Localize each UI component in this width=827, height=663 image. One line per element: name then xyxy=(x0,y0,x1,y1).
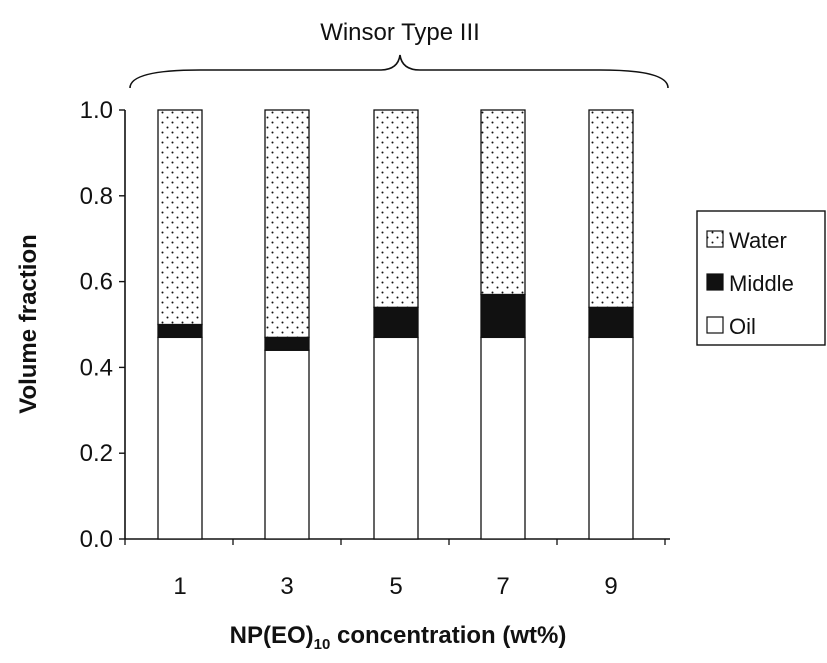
bar-middle-9 xyxy=(588,306,634,339)
legend-swatch-middle xyxy=(706,273,724,291)
x-tick-label: 3 xyxy=(280,573,293,600)
y-axis-label: Volume fraction xyxy=(15,234,42,414)
bar-oil-7 xyxy=(480,336,526,540)
legend-label-middle: Middle xyxy=(729,271,794,296)
y-tick-label: 0.8 xyxy=(80,183,113,210)
x-axis-label-suffix: concentration (wt%) xyxy=(330,622,566,649)
bar-oil-1 xyxy=(157,336,203,540)
bar-water-9 xyxy=(588,109,634,308)
x-axis-label: NP(EO)10 concentration (wt%) xyxy=(230,622,567,653)
legend-swatch-water xyxy=(706,230,724,248)
x-axis-label-subscript: 10 xyxy=(314,636,331,653)
bracket-label: Winsor Type III xyxy=(320,19,480,46)
x-tick-label: 1 xyxy=(173,573,186,600)
y-tick-label: 0.6 xyxy=(80,269,113,296)
bar-middle-5 xyxy=(373,306,419,339)
bar-middle-1 xyxy=(157,323,203,339)
bar-water-5 xyxy=(373,109,419,308)
bar-middle-7 xyxy=(480,293,526,339)
x-tick-label: 7 xyxy=(496,573,509,600)
legend: Water Middle Oil xyxy=(696,210,826,346)
legend-swatch-oil xyxy=(706,316,724,334)
bar-oil-9 xyxy=(588,336,634,540)
x-tick-label: 9 xyxy=(604,573,617,600)
y-tick-label: 1.0 xyxy=(80,97,113,124)
x-axis-label-prefix: NP(EO) xyxy=(230,622,314,649)
x-tick-label: 5 xyxy=(389,573,402,600)
y-tick-label: 0.2 xyxy=(80,440,113,467)
bar-water-3 xyxy=(264,109,310,339)
y-tick-label: 0.4 xyxy=(80,354,113,381)
bar-water-1 xyxy=(157,109,203,326)
bar-water-7 xyxy=(480,109,526,296)
bar-middle-3 xyxy=(264,336,310,351)
bar-oil-3 xyxy=(264,349,310,540)
y-tick-label: 0.0 xyxy=(80,526,113,553)
winsor-bracket xyxy=(129,54,669,89)
legend-label-water: Water xyxy=(729,228,787,253)
legend-label-oil: Oil xyxy=(729,314,756,339)
bar-oil-5 xyxy=(373,336,419,540)
